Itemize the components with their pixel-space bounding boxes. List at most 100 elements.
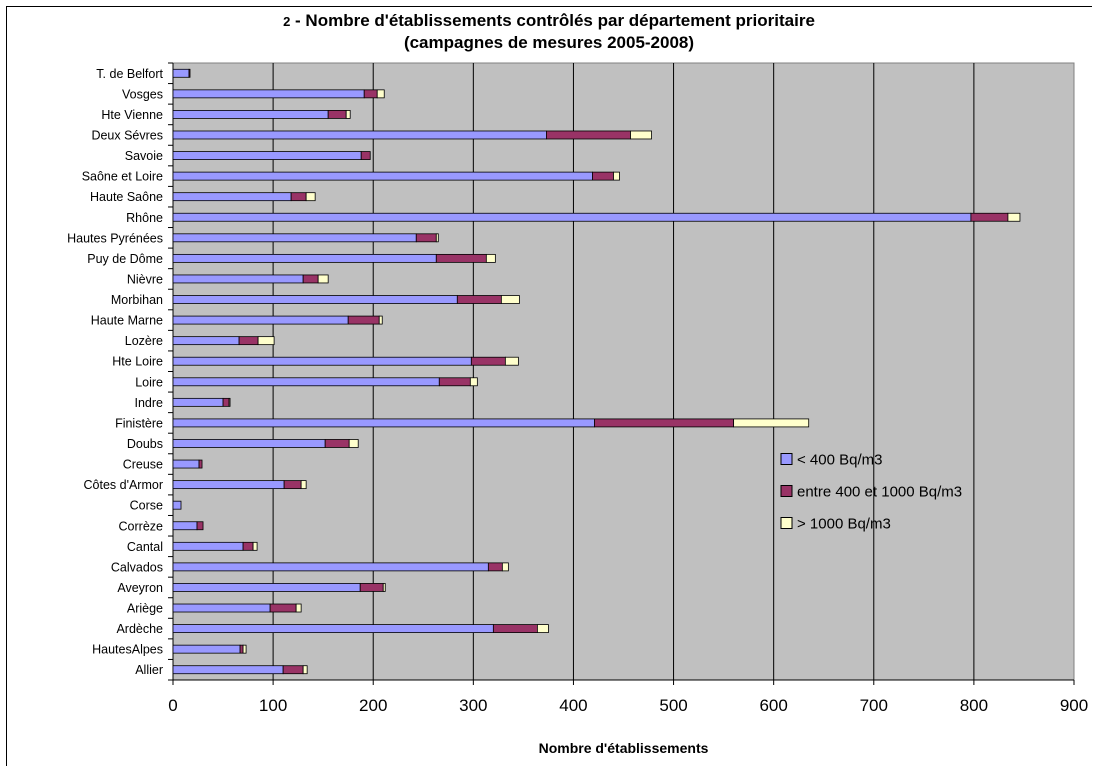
x-tick-label: 200: [359, 696, 387, 715]
legend-label: < 400 Bq/m3: [797, 452, 882, 469]
bar-segment: [327, 110, 347, 119]
chart-title: 2 - Nombre d'établissements contrôlés pa…: [0, 10, 1098, 53]
y-tick-label: Corse: [130, 499, 163, 513]
legend-swatch: [780, 485, 793, 497]
bar-segment: [198, 459, 203, 469]
bar-segment: [438, 377, 471, 387]
bar-segment: [435, 233, 439, 243]
y-tick-label: Finistère: [115, 416, 163, 430]
legend-label: > 1000 Bq/m3: [797, 516, 891, 533]
bar-segment: [594, 418, 735, 428]
bar-segment: [317, 274, 329, 284]
bar-segment: [363, 89, 378, 99]
bar-segment: [537, 624, 549, 633]
x-tick-label: 400: [559, 696, 587, 715]
y-tick-label: Deux Sévres: [91, 128, 163, 142]
bar-segment: [257, 336, 275, 346]
bar-segment: [228, 397, 231, 407]
bar-segment: [172, 624, 494, 633]
bar-segment: [238, 336, 259, 346]
bar-segment: [305, 192, 316, 202]
chart-title-text: - Nombre d'établissements contrôlés par …: [290, 11, 815, 30]
bar-segment: [172, 192, 292, 202]
bar-segment: [302, 665, 308, 675]
bar-segment: [470, 356, 506, 366]
y-tick-label: Loire: [135, 375, 163, 389]
x-tick-label: 900: [1060, 696, 1088, 715]
bar-segment: [172, 315, 349, 325]
bar-segment: [172, 562, 489, 572]
bar-segment: [613, 171, 620, 181]
bar-segment: [172, 583, 361, 592]
y-tick-label: T. de Belfort: [96, 67, 163, 81]
y-tick-label: Creuse: [123, 458, 163, 472]
bar-segment: [172, 500, 182, 510]
y-tick-label: Doubs: [127, 437, 163, 451]
bar-segment: [239, 644, 244, 654]
bar-segment: [630, 130, 652, 140]
bar-segment: [172, 295, 458, 304]
bar-segment: [324, 439, 350, 448]
bar-segment: [504, 356, 519, 366]
bar-segment: [456, 295, 502, 304]
y-tick-label: Hte Vienne: [101, 108, 163, 122]
y-tick-label: Calvados: [111, 560, 163, 574]
bar-segment: [172, 377, 440, 387]
bar-segment: [172, 459, 200, 469]
y-tick-label: HautesAlpes: [92, 643, 163, 657]
y-tick-label: Corrèze: [119, 519, 164, 533]
y-tick-label: Morbihan: [111, 293, 163, 307]
bar-segment: [1007, 212, 1021, 222]
y-tick-label: Rhône: [126, 211, 163, 225]
bar-segment: [172, 89, 365, 99]
x-axis-title: Nombre d'établissements: [539, 740, 709, 756]
y-tick-label: Cantal: [127, 540, 163, 554]
bar-segment: [172, 68, 190, 78]
y-tick-label: Saône et Loire: [82, 170, 163, 184]
bar-segment: [172, 397, 224, 407]
y-tick-label: Ariège: [127, 602, 163, 616]
bar-segment: [172, 480, 285, 490]
y-tick-label: Aveyron: [117, 581, 163, 595]
bar-segment: [172, 336, 240, 346]
bar-segment: [188, 68, 191, 78]
bar-segment: [469, 377, 478, 387]
y-tick-label: Côtes d'Armor: [84, 478, 164, 492]
y-tick-label: Vosges: [122, 87, 163, 101]
bar-segment: [172, 644, 241, 654]
bar-segment: [359, 583, 384, 592]
bar-segment: [222, 397, 230, 407]
y-tick-label: Hautes Pyrénées: [67, 231, 163, 245]
bar-segment: [196, 521, 204, 531]
legend-swatch: [780, 453, 793, 465]
bar-segment: [172, 541, 244, 551]
y-tick-label: Indre: [135, 396, 164, 410]
bar-segment: [970, 212, 1009, 222]
y-tick-label: Hte Loire: [112, 355, 163, 369]
y-tick-label: Lozère: [125, 334, 163, 348]
bar-segment: [360, 151, 371, 160]
x-tick-label: 500: [659, 696, 687, 715]
y-tick-label: Nièvre: [127, 272, 163, 286]
bar-segment: [252, 541, 258, 551]
bar-segment: [172, 665, 284, 675]
y-tick-label: Puy de Dôme: [87, 252, 163, 266]
y-tick-label: Ardèche: [116, 622, 163, 636]
bar-segment: [172, 151, 362, 160]
bar-segment: [172, 603, 271, 613]
bar-segment: [302, 274, 319, 284]
bar-segment: [172, 253, 437, 263]
y-tick-label: Savoie: [125, 149, 163, 163]
bar-segment: [378, 315, 383, 325]
x-tick-label: 800: [960, 696, 988, 715]
y-tick-label: Haute Marne: [91, 314, 163, 328]
bar-segment: [283, 480, 302, 490]
x-tick-label: 0: [168, 696, 177, 715]
bar-segment: [485, 253, 496, 263]
x-tick-label: 300: [459, 696, 487, 715]
bar-segment: [172, 212, 972, 222]
bar-segment: [290, 192, 307, 202]
bar-segment: [345, 110, 351, 119]
bar-segment: [295, 603, 302, 613]
